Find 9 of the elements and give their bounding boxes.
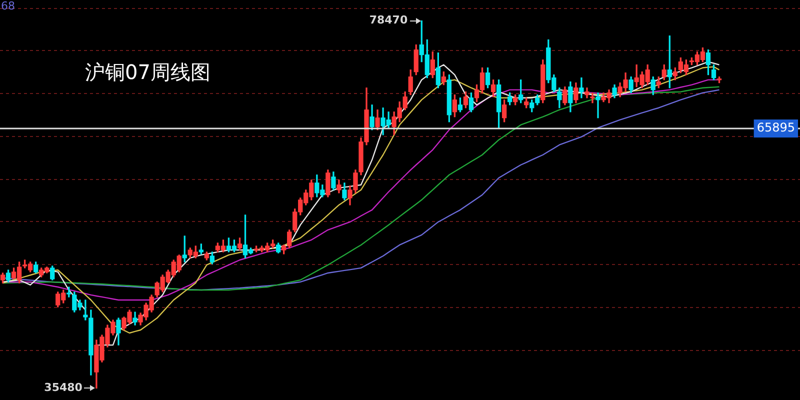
candlestick	[579, 77, 584, 98]
candlestick	[596, 92, 600, 118]
annotation: 78470	[369, 14, 408, 27]
annotation: 35480	[44, 381, 83, 394]
annotation: 68	[1, 0, 15, 12]
candlestick	[83, 300, 88, 320]
ref-line-label: 65895	[756, 120, 796, 135]
candlestick	[590, 92, 595, 104]
text: 沪铜07周线图	[85, 60, 210, 84]
